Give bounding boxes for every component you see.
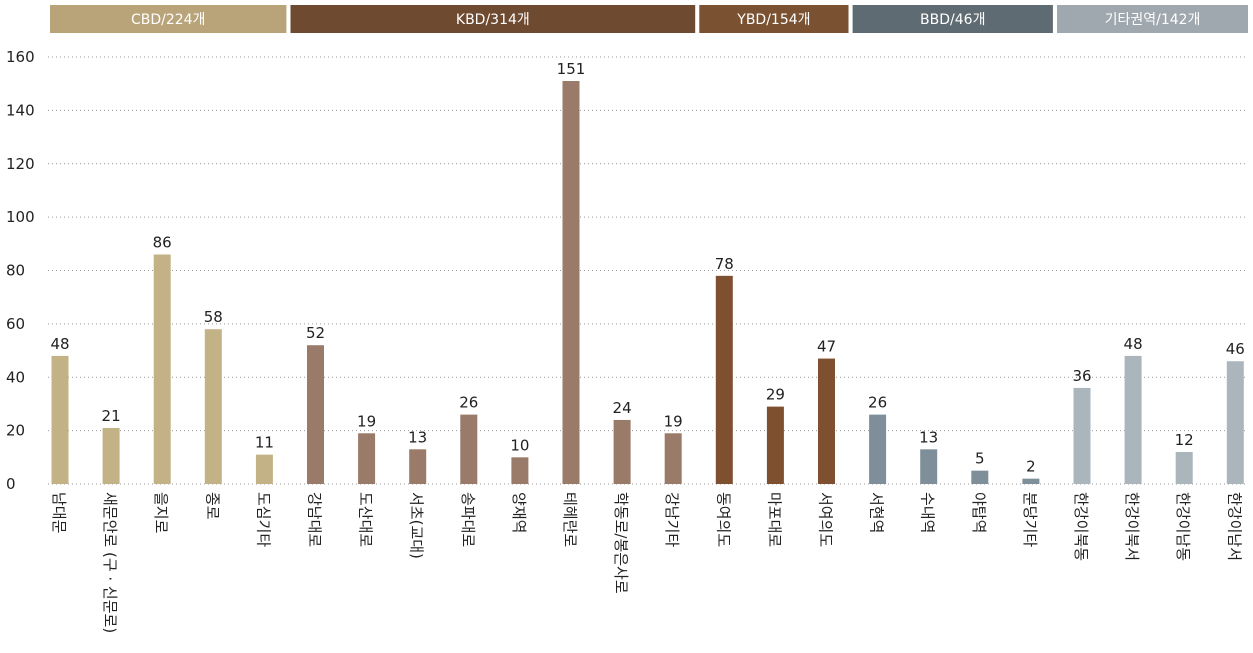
x-tick-label: 양재역 <box>510 492 528 533</box>
group-header-label: KBD/314개 <box>456 12 530 28</box>
bar <box>1073 387 1091 484</box>
value-label: 36 <box>1072 367 1091 385</box>
bar <box>869 414 887 484</box>
x-tick-label: 야탑역 <box>970 492 988 533</box>
bar <box>1022 478 1040 484</box>
x-tick-label: 서여의도 <box>817 492 835 547</box>
bar <box>204 329 222 484</box>
group-header <box>699 5 849 33</box>
x-tick-label: 학동로/봉은사로 <box>612 492 630 594</box>
bar <box>1226 361 1244 484</box>
y-tick-label: 80 <box>6 262 25 280</box>
group-header-label: YBD/154개 <box>736 12 810 28</box>
bar <box>255 454 273 484</box>
bar <box>51 355 69 484</box>
value-label: 29 <box>766 386 785 404</box>
value-label: 48 <box>50 335 69 353</box>
y-tick-label: 120 <box>6 155 35 173</box>
bar <box>715 275 733 484</box>
x-tick-label: 도산대로 <box>357 492 375 547</box>
x-tick-label: 동여의도 <box>714 492 732 547</box>
bar <box>664 433 682 484</box>
value-label: 19 <box>664 412 683 430</box>
value-label: 5 <box>975 450 985 468</box>
value-label: 58 <box>204 308 223 326</box>
y-tick-label: 60 <box>6 315 25 333</box>
x-tick-label: 서현역 <box>868 492 886 533</box>
y-tick-label: 140 <box>6 101 35 119</box>
bar <box>766 406 784 484</box>
x-tick-label: 분당기타 <box>1021 492 1039 547</box>
x-tick-label: 새문안로 (구 · 신문로) <box>101 492 119 633</box>
x-tick-label: 한강이남동 <box>1174 492 1192 561</box>
value-label: 26 <box>868 394 887 412</box>
group-header <box>290 5 696 33</box>
value-label: 11 <box>255 434 274 452</box>
value-label: 48 <box>1124 335 1143 353</box>
group-header-label: 기타권역/142개 <box>1105 12 1201 28</box>
x-tick-label: 강남대로 <box>306 492 324 547</box>
value-label: 10 <box>510 436 529 454</box>
y-tick-label: 20 <box>6 422 25 440</box>
y-tick-label: 100 <box>6 208 35 226</box>
x-tick-label: 도심기타 <box>254 492 272 547</box>
value-label: 52 <box>306 324 325 342</box>
value-label: 19 <box>357 412 376 430</box>
group-header-label: BBD/46개 <box>920 12 985 28</box>
group-header-label: CBD/224개 <box>131 12 205 28</box>
value-label: 46 <box>1226 340 1245 358</box>
bar <box>818 358 835 484</box>
bar <box>1175 451 1193 484</box>
group-header <box>852 5 1053 33</box>
value-label: 13 <box>919 428 938 446</box>
x-tick-label: 남대문 <box>50 492 68 534</box>
bar <box>153 254 171 484</box>
x-tick-label: 을지로 <box>152 492 170 534</box>
x-tick-label: 강남기타 <box>663 492 681 547</box>
bar <box>511 457 529 484</box>
value-label: 13 <box>408 428 427 446</box>
value-label: 86 <box>153 233 172 251</box>
x-tick-label: 서초(교대) <box>408 492 426 559</box>
x-tick-label: 한강이북동 <box>1072 492 1090 561</box>
bar <box>409 449 427 484</box>
group-header <box>50 5 287 33</box>
x-tick-label: 마포대로 <box>765 492 783 547</box>
value-label: 2 <box>1026 458 1036 476</box>
bar <box>307 345 324 484</box>
y-tick-label: 40 <box>6 368 25 386</box>
bar <box>971 470 989 484</box>
bar <box>562 81 580 485</box>
value-label: 12 <box>1175 431 1194 449</box>
y-tick-label: 0 <box>6 475 16 493</box>
x-tick-label: 한강이남서 <box>1225 492 1243 561</box>
y-tick-label: 160 <box>6 48 35 66</box>
bar <box>460 414 478 484</box>
value-label: 24 <box>613 399 632 417</box>
value-label: 151 <box>557 60 586 78</box>
bar <box>102 427 120 484</box>
bar <box>613 419 631 484</box>
value-label: 78 <box>715 255 734 273</box>
bar <box>358 433 376 484</box>
x-tick-label: 수내역 <box>919 492 937 533</box>
value-label: 47 <box>817 338 836 356</box>
bar <box>1124 355 1142 484</box>
x-tick-label: 송파대로 <box>459 492 477 547</box>
value-label: 26 <box>459 394 478 412</box>
group-header <box>1057 5 1248 33</box>
bar <box>920 449 938 484</box>
x-tick-label: 테헤란로 <box>561 492 579 547</box>
x-tick-label: 종로 <box>203 492 221 520</box>
value-label: 21 <box>102 407 121 425</box>
x-tick-label: 한강이북서 <box>1123 492 1141 561</box>
